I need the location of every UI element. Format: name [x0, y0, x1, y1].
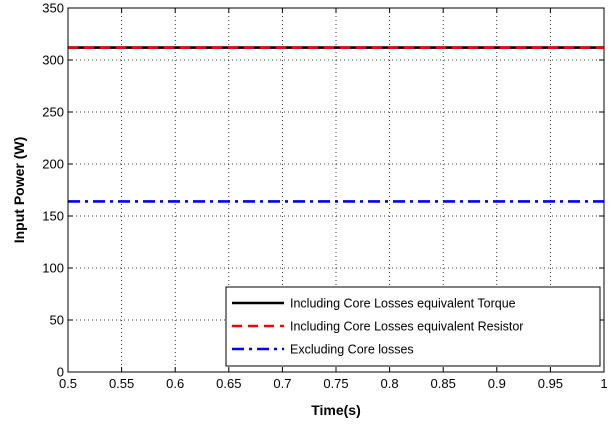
- x-tick-label: 0.5: [59, 376, 77, 391]
- legend-label-2: Including Core Losses equivalent Resisto…: [290, 320, 523, 334]
- x-tick-label: 0.8: [381, 376, 399, 391]
- legend-label-3: Excluding Core losses: [290, 343, 414, 357]
- x-tick-label: 0.75: [323, 376, 348, 391]
- y-tick-label: 100: [42, 261, 64, 276]
- x-tick-label: 1: [600, 376, 607, 391]
- y-tick-label: 250: [42, 105, 64, 120]
- y-tick-label: 350: [42, 1, 64, 16]
- y-tick-label: 200: [42, 157, 64, 172]
- y-tick-label: 50: [50, 313, 64, 328]
- x-tick-label: 0.55: [109, 376, 134, 391]
- y-tick-labels: 0 50 100 150 200 250 300 350: [42, 1, 64, 380]
- axis-ticks: [67, 7, 605, 373]
- series-lines: [68, 46, 604, 203]
- x-tick-labels: 0.5 0.55 0.6 0.65 0.7 0.75 0.8 0.85 0.9 0.95 1: [59, 376, 608, 391]
- legend-box: [225, 286, 601, 367]
- x-axis-title: Time(s): [311, 402, 361, 418]
- y-tick-label: 0: [57, 365, 64, 380]
- x-tick-label: 0.65: [216, 376, 241, 391]
- y-axis-title: Input Power (W): [11, 137, 27, 244]
- y-tick-label: 300: [42, 53, 64, 68]
- y-tick-label: 150: [42, 209, 64, 224]
- x-tick-label: 0.6: [166, 376, 184, 391]
- x-tick-label: 0.95: [538, 376, 563, 391]
- legend-label-1: Including Core Losses equivalent Torque: [290, 297, 516, 311]
- x-tick-label: 0.9: [488, 376, 506, 391]
- legend: Including Core Losses equivalent Torque I…: [225, 286, 601, 367]
- x-tick-label: 0.7: [273, 376, 291, 391]
- x-tick-label: 0.85: [431, 376, 456, 391]
